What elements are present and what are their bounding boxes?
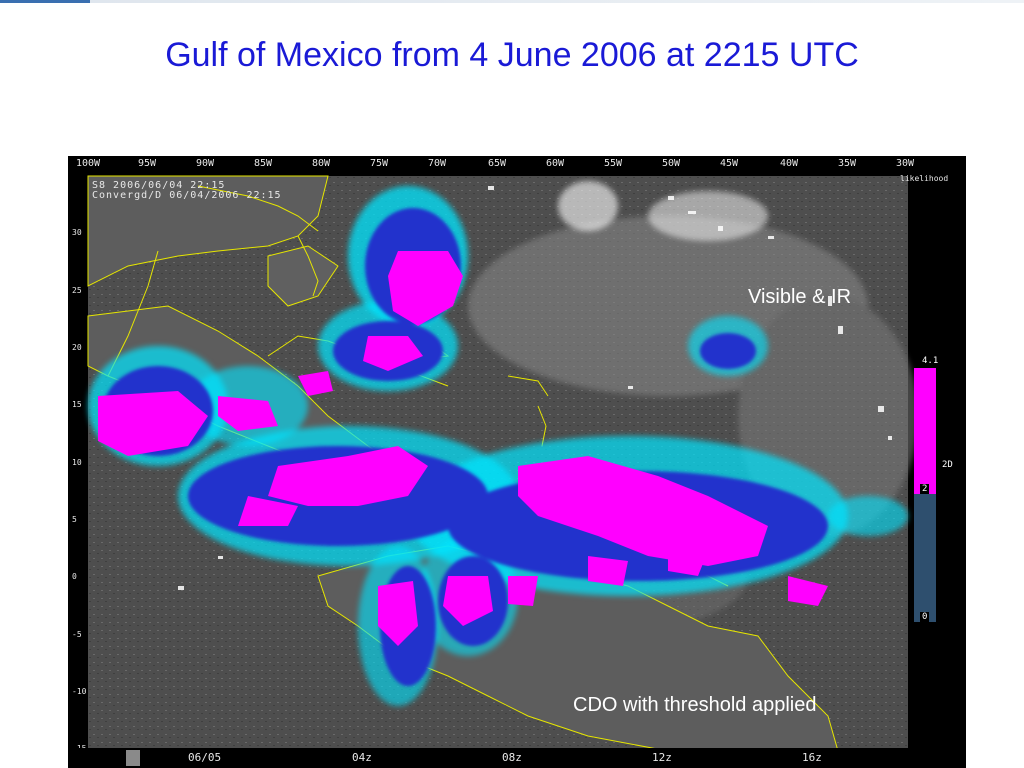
lon-label: 85W xyxy=(254,158,273,169)
lon-label: 30W xyxy=(896,158,915,169)
lon-label: 100W xyxy=(76,158,101,169)
animation-timeline[interactable]: 06/05 04z 08z 12z 16z xyxy=(68,748,966,768)
lon-label: 90W xyxy=(196,158,215,169)
timeline-label: 08z xyxy=(502,751,522,764)
timeline-position-marker[interactable] xyxy=(126,750,140,766)
legend-low-bar xyxy=(914,494,936,622)
legend-title: likelihood xyxy=(900,174,949,183)
lon-label: 75W xyxy=(370,158,389,169)
legend-high-bar xyxy=(914,368,936,494)
lon-label: 35W xyxy=(838,158,857,169)
cloud-white-layer xyxy=(178,186,892,590)
lon-label: 80W xyxy=(312,158,331,169)
lat-label: 15 xyxy=(72,400,82,409)
lat-label: 0 xyxy=(72,572,77,581)
timeline-label: 04z xyxy=(352,751,372,764)
lat-label: 5 xyxy=(72,515,77,524)
timeline-label: 16z xyxy=(802,751,822,764)
legend-side-label: 2D xyxy=(940,460,955,470)
overlay-timestamp-1: S8 2006/06/04 22:15 xyxy=(92,180,226,191)
satellite-image xyxy=(87,175,918,752)
legend-bottom-value: 0 xyxy=(920,612,930,622)
lon-label: 65W xyxy=(488,158,507,169)
slide-title: Gulf of Mexico from 4 June 2006 at 2215 … xyxy=(165,36,859,74)
satellite-image-frame: 100W 95W 90W 85W 80W 75W 70W 65W 60W 55W… xyxy=(68,156,966,768)
lat-label: -5 xyxy=(72,630,82,639)
lat-label: -10 xyxy=(72,687,87,696)
lat-label: 30 xyxy=(72,228,82,237)
overlay-timestamp-2: Convergd/D 06/04/2006 22:15 xyxy=(92,190,282,201)
timeline-label: 12z xyxy=(652,751,672,764)
annotation-cdo-threshold: CDO with threshold applied xyxy=(573,694,817,716)
lat-label: 25 xyxy=(72,286,82,295)
lon-label: 50W xyxy=(662,158,681,169)
lat-label: 10 xyxy=(72,458,82,467)
legend-top-value: 4.1 xyxy=(920,356,941,366)
annotation-visible-ir: Visible & IR xyxy=(748,286,852,308)
cloud-magenta-layer xyxy=(98,251,828,646)
lon-label: 60W xyxy=(546,158,565,169)
lon-label: 95W xyxy=(138,158,157,169)
lat-label: 20 xyxy=(72,343,82,352)
lon-label: 70W xyxy=(428,158,447,169)
top-accent-line xyxy=(0,0,1024,3)
lon-label: 40W xyxy=(780,158,799,169)
lon-label: 55W xyxy=(604,158,623,169)
legend-mid-value: 2 xyxy=(920,484,930,494)
lon-label: 45W xyxy=(720,158,739,169)
timeline-label: 06/05 xyxy=(188,751,222,764)
